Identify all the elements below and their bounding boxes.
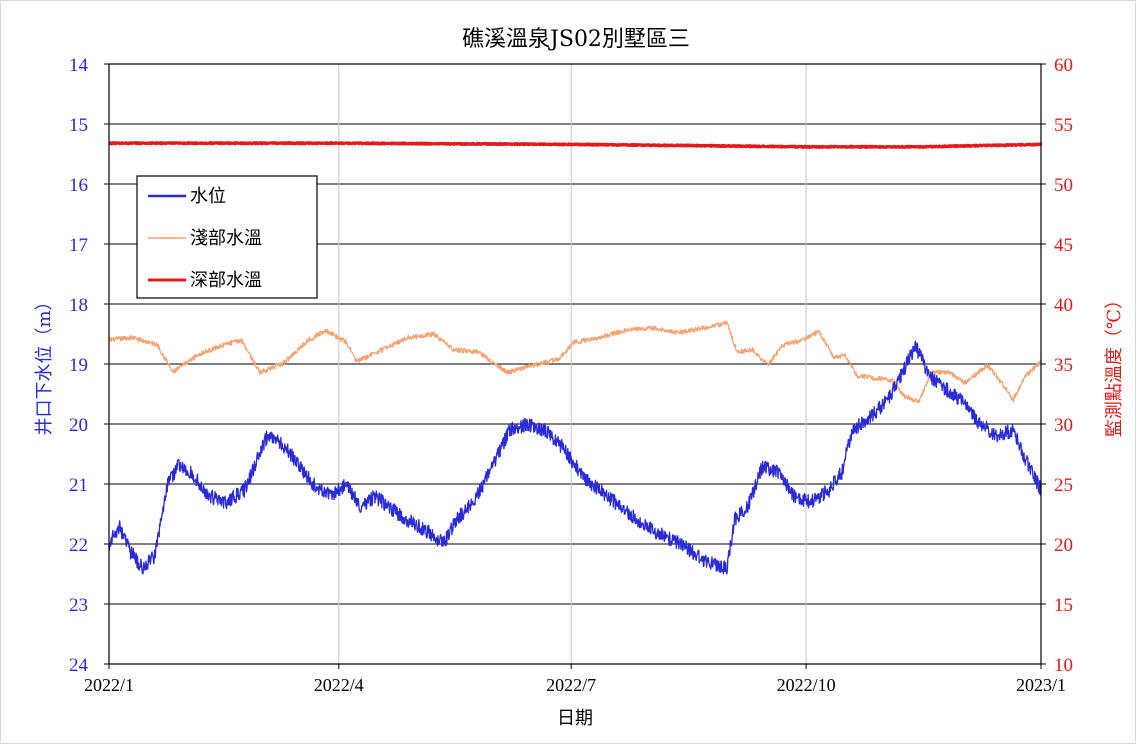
x-tick-label-0: 2022/1 (84, 675, 134, 695)
left-tick-label-0: 14 (69, 55, 89, 76)
right-tick-label-8: 50 (1054, 175, 1073, 196)
left-tick-label-3: 17 (69, 235, 88, 256)
series-layer (107, 141, 1043, 575)
right-tick-label-4: 30 (1054, 415, 1073, 436)
right-tick-label-0: 10 (1054, 655, 1073, 676)
series-line-1 (108, 320, 1042, 404)
left-tick-label-1: 15 (69, 115, 88, 136)
x-tick-label-4: 2023/1 (1016, 675, 1066, 695)
right-tick-label-7: 45 (1054, 235, 1073, 256)
series-line-2 (107, 141, 1043, 149)
y-axis-right-label: 監測點溫度（℃） (1104, 291, 1125, 437)
chart-title: 礁溪溫泉JS02別墅區三 (462, 27, 690, 52)
left-axis-ticks: 14 15 16 17 18 19 20 21 22 23 24 (69, 55, 109, 676)
left-tick-label-6: 20 (69, 415, 88, 436)
y-axis-left-label: 井口下水位（m） (34, 292, 55, 435)
x-axis-ticks: 2022/1 2022/4 2022/7 2022/10 2023/1 (84, 664, 1066, 695)
x-tick-label-1: 2022/4 (314, 675, 364, 695)
legend-label-water-level: 水位 (190, 186, 226, 207)
left-tick-label-2: 16 (69, 175, 88, 196)
right-tick-label-3: 25 (1054, 475, 1073, 496)
right-tick-label-6: 40 (1054, 295, 1073, 316)
left-tick-label-9: 23 (69, 595, 88, 616)
left-tick-label-7: 21 (69, 475, 88, 496)
left-tick-label-4: 18 (69, 295, 88, 316)
right-tick-label-1: 15 (1054, 595, 1073, 616)
legend-label-deep-temp: 深部水溫 (190, 270, 262, 291)
legend: 水位 淺部水溫 深部水溫 (136, 175, 318, 299)
left-tick-label-8: 22 (69, 535, 88, 556)
left-tick-label-5: 19 (69, 355, 88, 376)
x-tick-label-2: 2022/7 (546, 675, 596, 695)
right-tick-label-10: 60 (1054, 55, 1073, 76)
right-tick-label-9: 55 (1054, 115, 1073, 136)
x-axis-label: 日期 (557, 708, 593, 729)
right-tick-label-2: 20 (1054, 535, 1073, 556)
legend-label-shallow-temp: 淺部水溫 (190, 228, 262, 249)
series-line-0 (108, 340, 1042, 575)
right-axis-ticks: 10 15 20 25 30 35 40 45 50 55 60 (1041, 55, 1073, 676)
x-tick-label-3: 2022/10 (777, 675, 836, 695)
right-tick-label-5: 35 (1054, 355, 1073, 376)
left-tick-label-10: 24 (69, 655, 89, 676)
